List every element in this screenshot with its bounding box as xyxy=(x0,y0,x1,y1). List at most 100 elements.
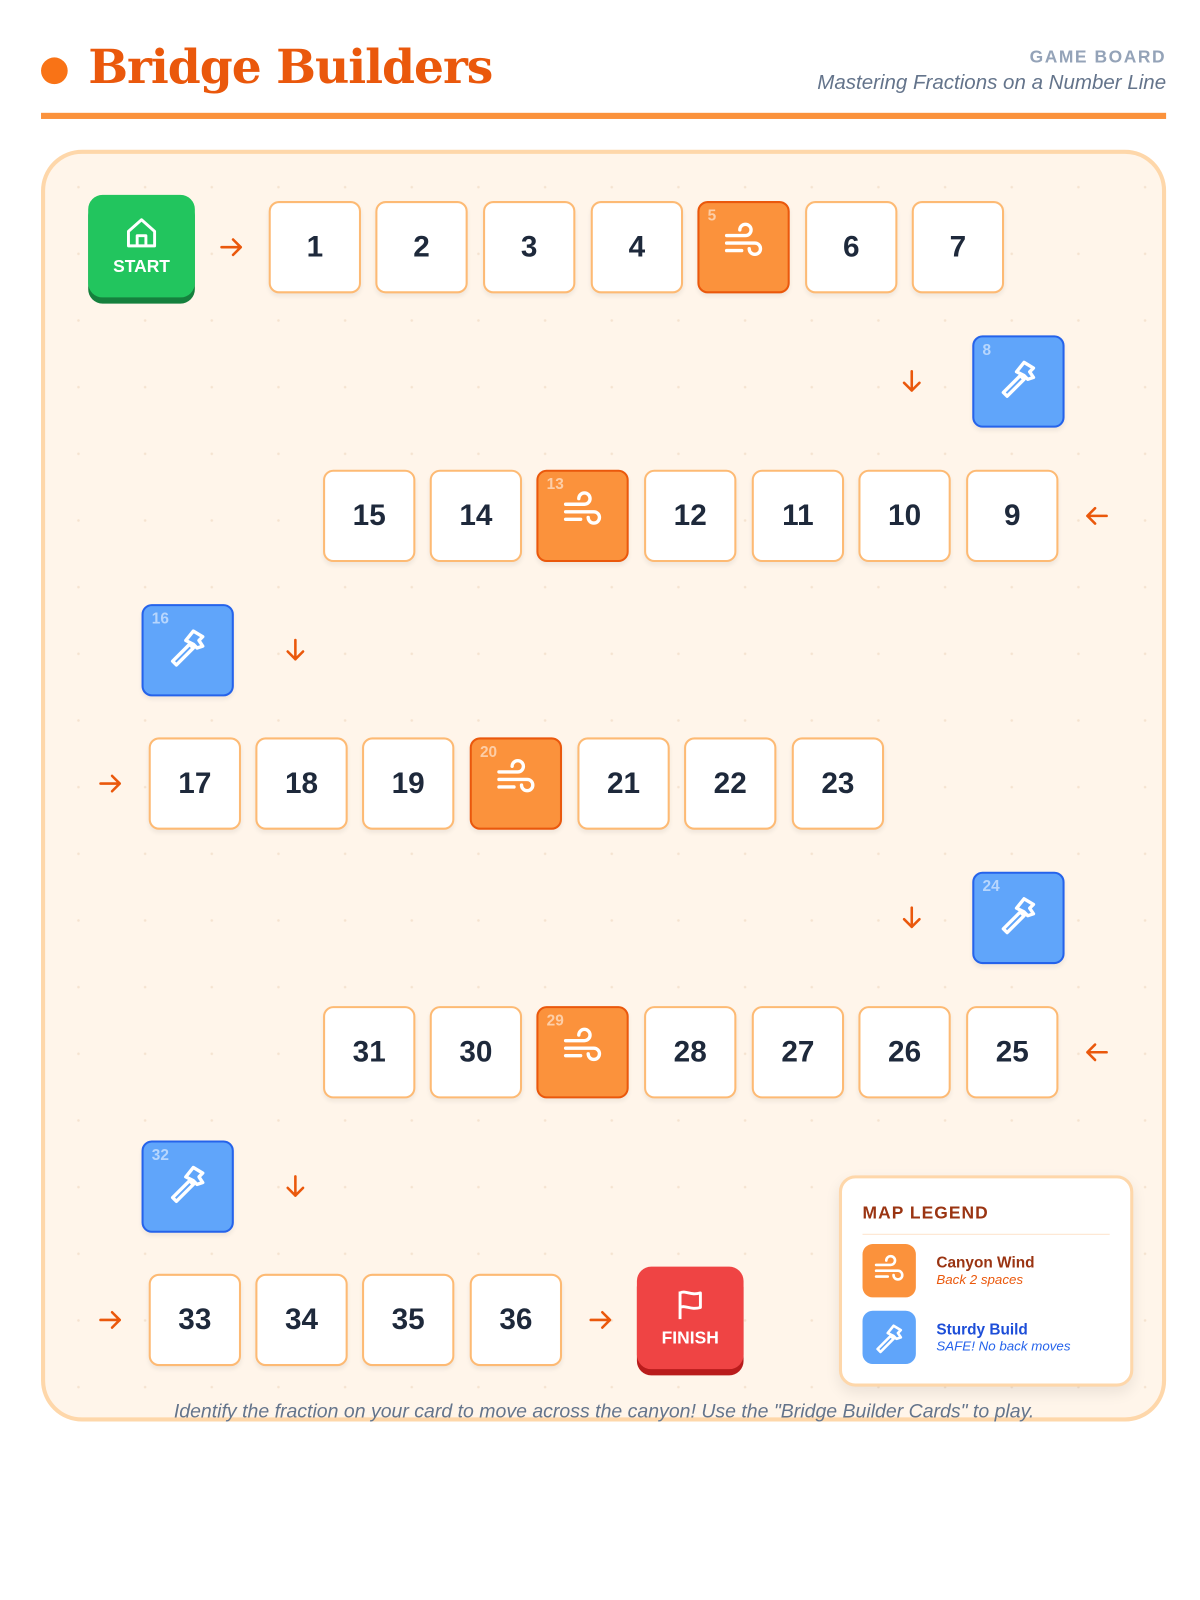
board-space[interactable]: 9 xyxy=(966,469,1059,563)
hammer-icon xyxy=(165,624,210,677)
header-divider xyxy=(41,112,1167,119)
arrow-down-icon xyxy=(896,903,927,934)
wind-icon xyxy=(493,757,538,810)
board-space[interactable]: 14 xyxy=(429,469,523,563)
space-number: 30 xyxy=(459,1035,493,1069)
board-space[interactable]: 36 xyxy=(469,1273,563,1367)
wind-icon xyxy=(721,221,766,274)
home-icon xyxy=(127,218,157,248)
canyon-wind-space[interactable]: 5 xyxy=(697,201,790,294)
finish-label: FINISH xyxy=(661,1328,719,1348)
footer-instructions: Identify the fraction on your card to mo… xyxy=(173,1400,1035,1423)
board-space[interactable]: 28 xyxy=(644,1006,737,1099)
space-number: 22 xyxy=(713,766,747,800)
space-number: 12 xyxy=(673,498,707,532)
space-number: 35 xyxy=(391,1303,425,1336)
board-space[interactable]: 27 xyxy=(751,1006,845,1099)
space-number: 8 xyxy=(982,341,992,359)
arrow-down-icon xyxy=(896,366,927,397)
legend-item-wind: Canyon Wind Back 2 spaces xyxy=(862,1244,1035,1298)
arrow-down-icon xyxy=(280,635,311,666)
wind-icon xyxy=(560,1026,605,1079)
board-space[interactable]: 19 xyxy=(362,737,455,830)
space-number: 13 xyxy=(546,475,564,494)
space-number: 1 xyxy=(306,230,324,264)
space-number: 6 xyxy=(842,230,860,264)
space-number: 4 xyxy=(628,230,646,264)
page-title: Bridge Builders xyxy=(88,38,493,95)
board-space[interactable]: 26 xyxy=(858,1006,951,1099)
sturdy-build-space[interactable]: 16 xyxy=(141,604,234,697)
space-number: 25 xyxy=(995,1035,1029,1069)
arrow-right-icon xyxy=(95,768,126,799)
wind-icon xyxy=(862,1244,916,1298)
start-space[interactable]: START xyxy=(88,194,195,298)
finish-space[interactable]: FINISH xyxy=(636,1266,744,1370)
arrow-right-icon xyxy=(586,1305,617,1336)
space-number: 17 xyxy=(178,766,212,800)
flag-icon xyxy=(678,1290,702,1320)
legend-item-desc: Back 2 spaces xyxy=(936,1271,1024,1288)
board-space[interactable]: 12 xyxy=(644,469,737,563)
hammer-icon xyxy=(996,355,1041,408)
space-number: 11 xyxy=(782,498,814,532)
canyon-wind-space[interactable]: 29 xyxy=(536,1006,629,1099)
legend-item-build: Sturdy Build SAFE! No back moves xyxy=(862,1310,1071,1365)
space-number: 18 xyxy=(284,766,319,800)
hammer-icon xyxy=(996,891,1041,944)
sturdy-build-space[interactable]: 8 xyxy=(972,335,1065,428)
board-space[interactable]: 17 xyxy=(148,737,242,830)
board-space[interactable]: 33 xyxy=(148,1273,242,1367)
space-number: 24 xyxy=(982,877,1000,896)
legend-item-name: Canyon Wind xyxy=(936,1254,1035,1272)
board-space[interactable]: 10 xyxy=(858,469,951,563)
board-space[interactable]: 25 xyxy=(966,1006,1059,1099)
space-number: 28 xyxy=(673,1035,707,1069)
legend-item-desc: SAFE! No back moves xyxy=(936,1338,1071,1354)
board-space[interactable]: 31 xyxy=(323,1006,416,1099)
board-space[interactable]: 21 xyxy=(577,737,670,830)
board-space[interactable]: 34 xyxy=(255,1273,348,1367)
space-number: 19 xyxy=(391,766,425,800)
board-space[interactable]: 6 xyxy=(805,201,898,294)
arrow-down-icon xyxy=(280,1171,311,1202)
board-space[interactable]: 2 xyxy=(375,201,468,294)
legend-divider xyxy=(862,1233,1110,1235)
space-number: 3 xyxy=(520,230,538,264)
hammer-icon xyxy=(165,1160,210,1213)
arrow-right-icon xyxy=(95,1305,126,1336)
arrow-right-icon xyxy=(216,232,247,263)
board-space[interactable]: 35 xyxy=(362,1273,455,1367)
space-number: 23 xyxy=(821,766,855,800)
board-space[interactable]: 7 xyxy=(911,201,1005,294)
sturdy-build-space[interactable]: 32 xyxy=(141,1140,234,1233)
eyebrow-label: GAME BOARD xyxy=(1029,47,1167,67)
space-number: 10 xyxy=(888,498,922,532)
space-number: 31 xyxy=(352,1035,386,1069)
title-dot xyxy=(41,57,68,85)
board-space[interactable]: 1 xyxy=(268,201,362,294)
space-number: 14 xyxy=(459,498,493,532)
space-number: 2 xyxy=(413,230,430,264)
sturdy-build-space[interactable]: 24 xyxy=(972,871,1065,965)
map-legend: MAP LEGEND Canyon Wind Back 2 spaces Stu… xyxy=(838,1175,1134,1387)
board-space[interactable]: 15 xyxy=(323,469,416,563)
space-number: 26 xyxy=(888,1035,922,1069)
space-number: 9 xyxy=(1003,498,1021,532)
hammer-icon xyxy=(862,1310,916,1365)
start-label: START xyxy=(113,256,170,276)
wind-icon xyxy=(560,489,605,542)
space-number: 32 xyxy=(151,1146,169,1165)
legend-title: MAP LEGEND xyxy=(862,1203,989,1223)
board-space[interactable]: 30 xyxy=(429,1006,523,1099)
canyon-wind-space[interactable]: 13 xyxy=(536,469,629,563)
arrow-left-icon xyxy=(1081,1037,1112,1068)
board-space[interactable]: 4 xyxy=(590,201,684,294)
canyon-wind-space[interactable]: 20 xyxy=(469,737,563,830)
space-number: 33 xyxy=(178,1303,212,1336)
board-space[interactable]: 11 xyxy=(751,469,845,563)
board-space[interactable]: 22 xyxy=(684,737,777,830)
board-space[interactable]: 18 xyxy=(255,737,348,830)
board-space[interactable]: 23 xyxy=(791,737,885,830)
board-space[interactable]: 3 xyxy=(483,201,576,294)
